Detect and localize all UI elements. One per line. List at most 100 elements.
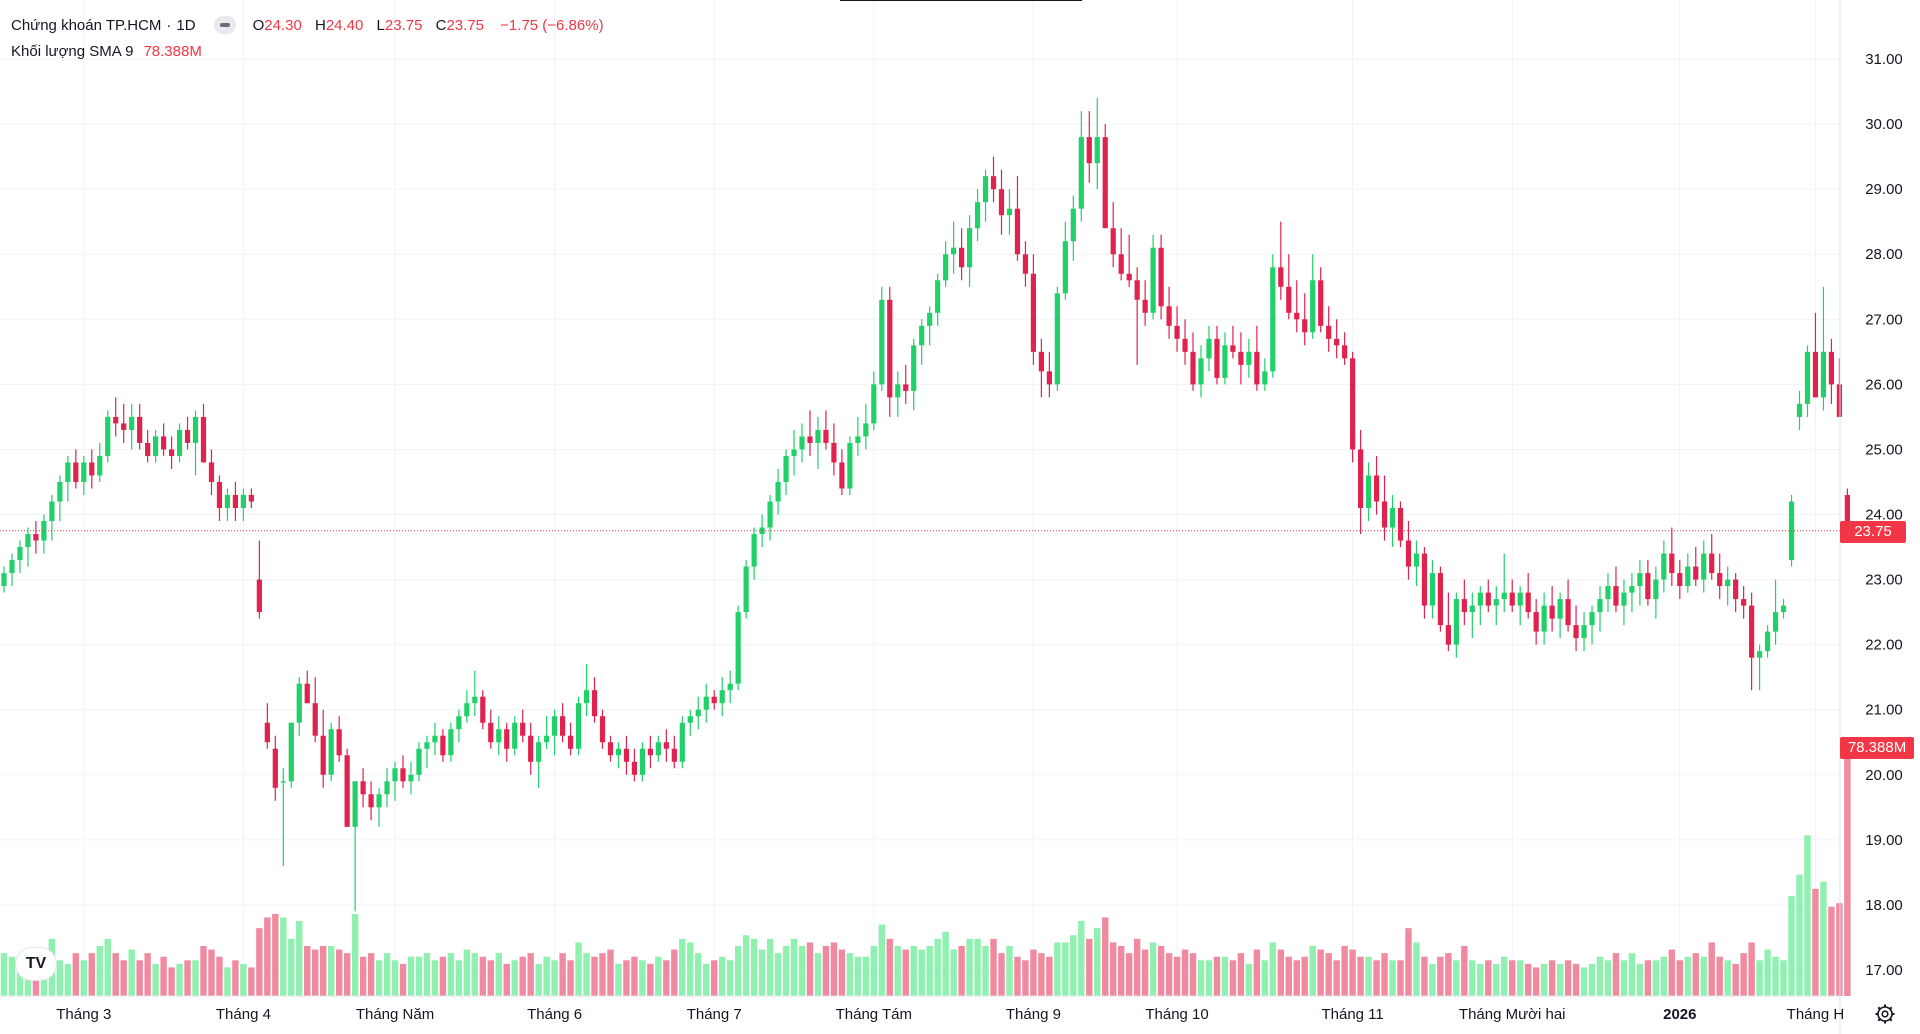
interval-label[interactable]: 1D bbox=[176, 16, 196, 34]
candle-body bbox=[1030, 273, 1037, 352]
volume-bar bbox=[1038, 953, 1045, 996]
time-tick-label: Tháng Tám bbox=[836, 1006, 912, 1023]
candle-body bbox=[1222, 345, 1228, 378]
volume-bar bbox=[902, 949, 909, 996]
volume-bar bbox=[942, 931, 949, 996]
volume-bar bbox=[1365, 956, 1372, 996]
candle-body bbox=[1844, 494, 1850, 531]
volume-bar bbox=[1493, 963, 1500, 996]
candle-body bbox=[1613, 586, 1619, 606]
candle-body bbox=[1118, 254, 1124, 274]
candle-body bbox=[448, 729, 454, 756]
volume-bar bbox=[958, 946, 965, 996]
candle-body bbox=[1812, 351, 1819, 398]
time-axis-labels[interactable]: Tháng 3 Tháng 4 Tháng Năm Tháng 6 Tháng 7 Thá… bbox=[56, 1006, 1844, 1023]
volume-bar bbox=[1405, 928, 1412, 996]
volume-bar bbox=[559, 953, 566, 996]
volume-bar bbox=[1469, 960, 1476, 996]
candle-body bbox=[240, 494, 246, 508]
volume-bar bbox=[1006, 946, 1013, 996]
candle-body bbox=[424, 742, 430, 749]
volume-bar bbox=[703, 963, 710, 996]
legend-toggle-icon[interactable] bbox=[213, 16, 236, 34]
volume-bar bbox=[495, 953, 502, 996]
tradingview-logo-icon[interactable]: TV bbox=[16, 948, 56, 980]
candle-body bbox=[679, 722, 685, 762]
candle-body bbox=[1, 573, 7, 587]
volume-bar bbox=[1373, 960, 1380, 996]
candle-body bbox=[1358, 449, 1364, 508]
time-tick-label: Tháng 4 bbox=[216, 1006, 271, 1023]
volume-bar bbox=[734, 946, 742, 996]
change-value: −1.75 (−6.86%) bbox=[500, 16, 604, 34]
candle-body bbox=[1677, 573, 1683, 587]
volume-bar bbox=[1277, 949, 1284, 996]
candle-body bbox=[1820, 351, 1827, 398]
volume-indicator-name[interactable]: Khối lượng SMA 9 bbox=[11, 42, 134, 60]
volume-bar bbox=[838, 949, 846, 996]
candle-body bbox=[1158, 247, 1164, 307]
candle-body bbox=[208, 462, 215, 482]
volume-bar bbox=[798, 946, 806, 996]
candle-body bbox=[895, 384, 901, 398]
candle-body bbox=[504, 729, 510, 749]
candle-body bbox=[887, 299, 893, 398]
volume-bar bbox=[1788, 896, 1795, 996]
candle-body bbox=[1509, 592, 1515, 606]
candle-body bbox=[488, 722, 494, 743]
volume-bar bbox=[615, 963, 622, 996]
candle-body bbox=[1661, 553, 1667, 580]
close-label: C bbox=[435, 16, 447, 34]
price-tick-label: 25.00 bbox=[1865, 441, 1903, 458]
volume-bar bbox=[1022, 960, 1029, 996]
volume-bar bbox=[1596, 956, 1604, 996]
volume-bar bbox=[854, 956, 862, 996]
price-tick-label: 22.00 bbox=[1865, 637, 1903, 654]
symbol-name[interactable]: Chứng khoán TP.HCM bbox=[11, 16, 162, 34]
candle-body bbox=[224, 494, 231, 508]
volume-bar bbox=[567, 960, 574, 996]
volume-bar bbox=[1772, 956, 1779, 996]
candle-body bbox=[783, 455, 789, 482]
volume-bar bbox=[272, 913, 279, 996]
candle-body bbox=[1278, 267, 1284, 287]
candle-body bbox=[775, 481, 781, 502]
volume-bar bbox=[423, 953, 431, 996]
volume-bar bbox=[296, 921, 303, 996]
candle-body bbox=[1653, 579, 1659, 600]
candle-body bbox=[839, 462, 845, 489]
price-axis-labels[interactable]: 17.00 18.00 19.00 20.00 21.00 22.00 23.00 24.00… bbox=[1865, 51, 1903, 979]
volume-bar bbox=[1397, 960, 1404, 996]
volume-bar bbox=[1421, 956, 1428, 996]
volume-bar bbox=[1804, 835, 1811, 996]
candle-body bbox=[647, 748, 653, 756]
volume-bar bbox=[1197, 960, 1205, 996]
volume-bar bbox=[112, 953, 119, 996]
candle-body bbox=[256, 579, 262, 613]
volume-bar bbox=[1213, 956, 1221, 996]
volume-bar bbox=[543, 956, 550, 996]
candle-body bbox=[89, 462, 95, 476]
gear-icon[interactable] bbox=[1874, 1003, 1896, 1025]
volume-bar bbox=[1245, 963, 1253, 996]
candle-body bbox=[1573, 625, 1579, 639]
candle-body bbox=[344, 755, 350, 827]
candle-body bbox=[1437, 573, 1443, 626]
volume-bar bbox=[176, 963, 183, 996]
volume-bar bbox=[918, 949, 925, 996]
volume-bar bbox=[1564, 960, 1572, 996]
volume-bar bbox=[663, 960, 670, 996]
volume-bar bbox=[527, 953, 534, 996]
volume-bar bbox=[511, 960, 518, 996]
candle-body bbox=[567, 735, 574, 749]
volume-bar bbox=[519, 956, 526, 996]
candle-body bbox=[871, 384, 877, 424]
candle-body bbox=[623, 748, 630, 762]
volume-bar bbox=[1293, 960, 1300, 996]
volume-bar bbox=[96, 946, 103, 996]
candle-body bbox=[1142, 299, 1148, 313]
volume-bar bbox=[719, 956, 726, 996]
candle-body bbox=[1326, 325, 1332, 339]
volume-bar bbox=[982, 946, 989, 996]
